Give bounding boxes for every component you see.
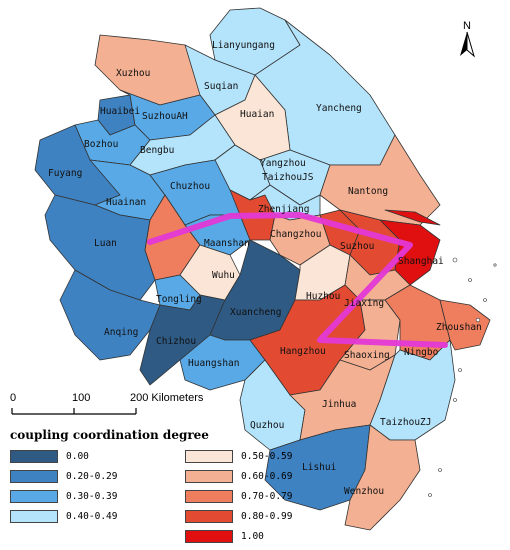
legend-swatch: [10, 509, 58, 523]
legend-item: 0.40-0.49: [10, 508, 117, 524]
legend-swatch: [10, 449, 58, 463]
label-jinhua: Jinhua: [322, 399, 356, 410]
label-tongling: Tongling: [156, 294, 202, 305]
legend-item-label: 1.00: [241, 530, 264, 542]
label-yancheng: Yancheng: [316, 103, 362, 114]
legend-swatch: [185, 529, 233, 543]
label-luan: Luan: [94, 238, 117, 249]
label-ningbo: Ningbo: [404, 347, 439, 358]
legend-item-label: 0.00: [66, 450, 89, 462]
legend-swatch: [185, 489, 233, 503]
label-wenzhou: Wenzhou: [344, 486, 384, 497]
scale-label-200: 200 Kilometers: [130, 392, 204, 404]
region-luan: [44, 194, 156, 301]
legend-item-label: 0.50-0.59: [241, 450, 293, 462]
legend-item: 0.20-0.29: [10, 468, 117, 484]
coastal-islands: [428, 257, 497, 497]
legend-swatch: [185, 509, 233, 523]
label-shaoxing: Shaoxing: [344, 350, 390, 361]
label-shanghai: Shanghai: [398, 256, 444, 267]
label-jiaxing: Jiaxing: [344, 298, 384, 309]
label-maanshan: Maanshan: [204, 238, 250, 249]
label-bengbu: Bengbu: [140, 145, 174, 156]
label-chizhou: Chizhou: [156, 336, 196, 347]
scale-bar: 0 100 200 Kilometers: [8, 392, 208, 422]
legend-swatch: [10, 469, 58, 483]
legend-item: 0.50-0.59: [185, 448, 292, 464]
region-taizhouzj: [369, 339, 456, 441]
legend: coupling coordination degree 0.00 0.20-0…: [10, 428, 370, 548]
legend-item-label: 0.60-0.69: [241, 470, 293, 482]
label-quzhou: Quzhou: [250, 420, 284, 431]
highlight-z-path: [147, 212, 448, 348]
legend-swatch: [10, 489, 58, 503]
north-letter: N: [463, 20, 471, 32]
label-zhoushan: Zhoushan: [436, 322, 482, 333]
legend-item-label: 0.30-0.39: [66, 490, 118, 502]
region-wenzhou: [344, 424, 421, 531]
legend-item-label: 0.40-0.49: [66, 510, 118, 522]
legend-item: 0.00: [10, 448, 89, 464]
label-zhenjiang: Zhenjiang: [258, 204, 309, 215]
region-nantong: [319, 134, 441, 226]
legend-swatch: [185, 469, 233, 483]
label-huainan: Huainan: [106, 197, 146, 208]
label-huaian: Huaian: [240, 109, 274, 120]
scale-label-100: 100: [72, 392, 91, 404]
label-suqian: Suqian: [204, 81, 238, 92]
legend-item: 0.80-0.99: [185, 508, 292, 524]
label-taizhoujs: TaizhouJS: [262, 172, 314, 183]
label-lishui: Lishui: [302, 462, 337, 473]
legend-swatch: [185, 449, 233, 463]
label-nantong: Nantong: [348, 186, 388, 197]
label-huangshan: Huangshan: [188, 358, 239, 369]
label-xuancheng: Xuancheng: [230, 307, 281, 318]
legend-item: 0.60-0.69: [185, 468, 292, 484]
legend-item: 0.30-0.39: [10, 488, 117, 504]
legend-item-label: 0.70-0.79: [241, 490, 293, 502]
label-taizhouzj: TaizhouZJ: [380, 417, 431, 428]
legend-item-label: 0.20-0.29: [66, 470, 118, 482]
label-bozhou: Bozhou: [84, 139, 118, 150]
label-yangzhou: Yangzhou: [260, 158, 306, 169]
legend-item: 0.70-0.79: [185, 488, 292, 504]
region-anqing: [59, 269, 161, 361]
legend-title: coupling coordination degree: [10, 428, 209, 442]
label-xuzhou: Xuzhou: [116, 68, 150, 79]
scale-label-0: 0: [10, 392, 17, 404]
label-huaibei: Huaibei: [100, 106, 140, 117]
label-anqing: Anqing: [104, 327, 138, 338]
region-chongming: [384, 209, 441, 226]
label-wuhu: Wuhu: [212, 270, 235, 281]
label-hangzhou: Hangzhou: [280, 346, 326, 357]
label-suzhou: Suzhou: [340, 241, 374, 252]
label-lianyungang: Lianyungang: [212, 40, 275, 51]
north-arrow-icon: [460, 31, 475, 58]
legend-item-label: 0.80-0.99: [241, 510, 293, 522]
north-arrow: N: [456, 20, 478, 62]
legend-item: 1.00: [185, 528, 264, 544]
scale-bar-graphic: [11, 408, 137, 415]
label-fuyang: Fuyang: [48, 168, 82, 179]
label-changzhou: Changzhou: [270, 229, 321, 240]
label-huzhou: Huzhou: [306, 291, 340, 302]
label-suzhouah: SuzhouAH: [142, 111, 188, 122]
label-chuzhou: Chuzhou: [170, 181, 210, 192]
